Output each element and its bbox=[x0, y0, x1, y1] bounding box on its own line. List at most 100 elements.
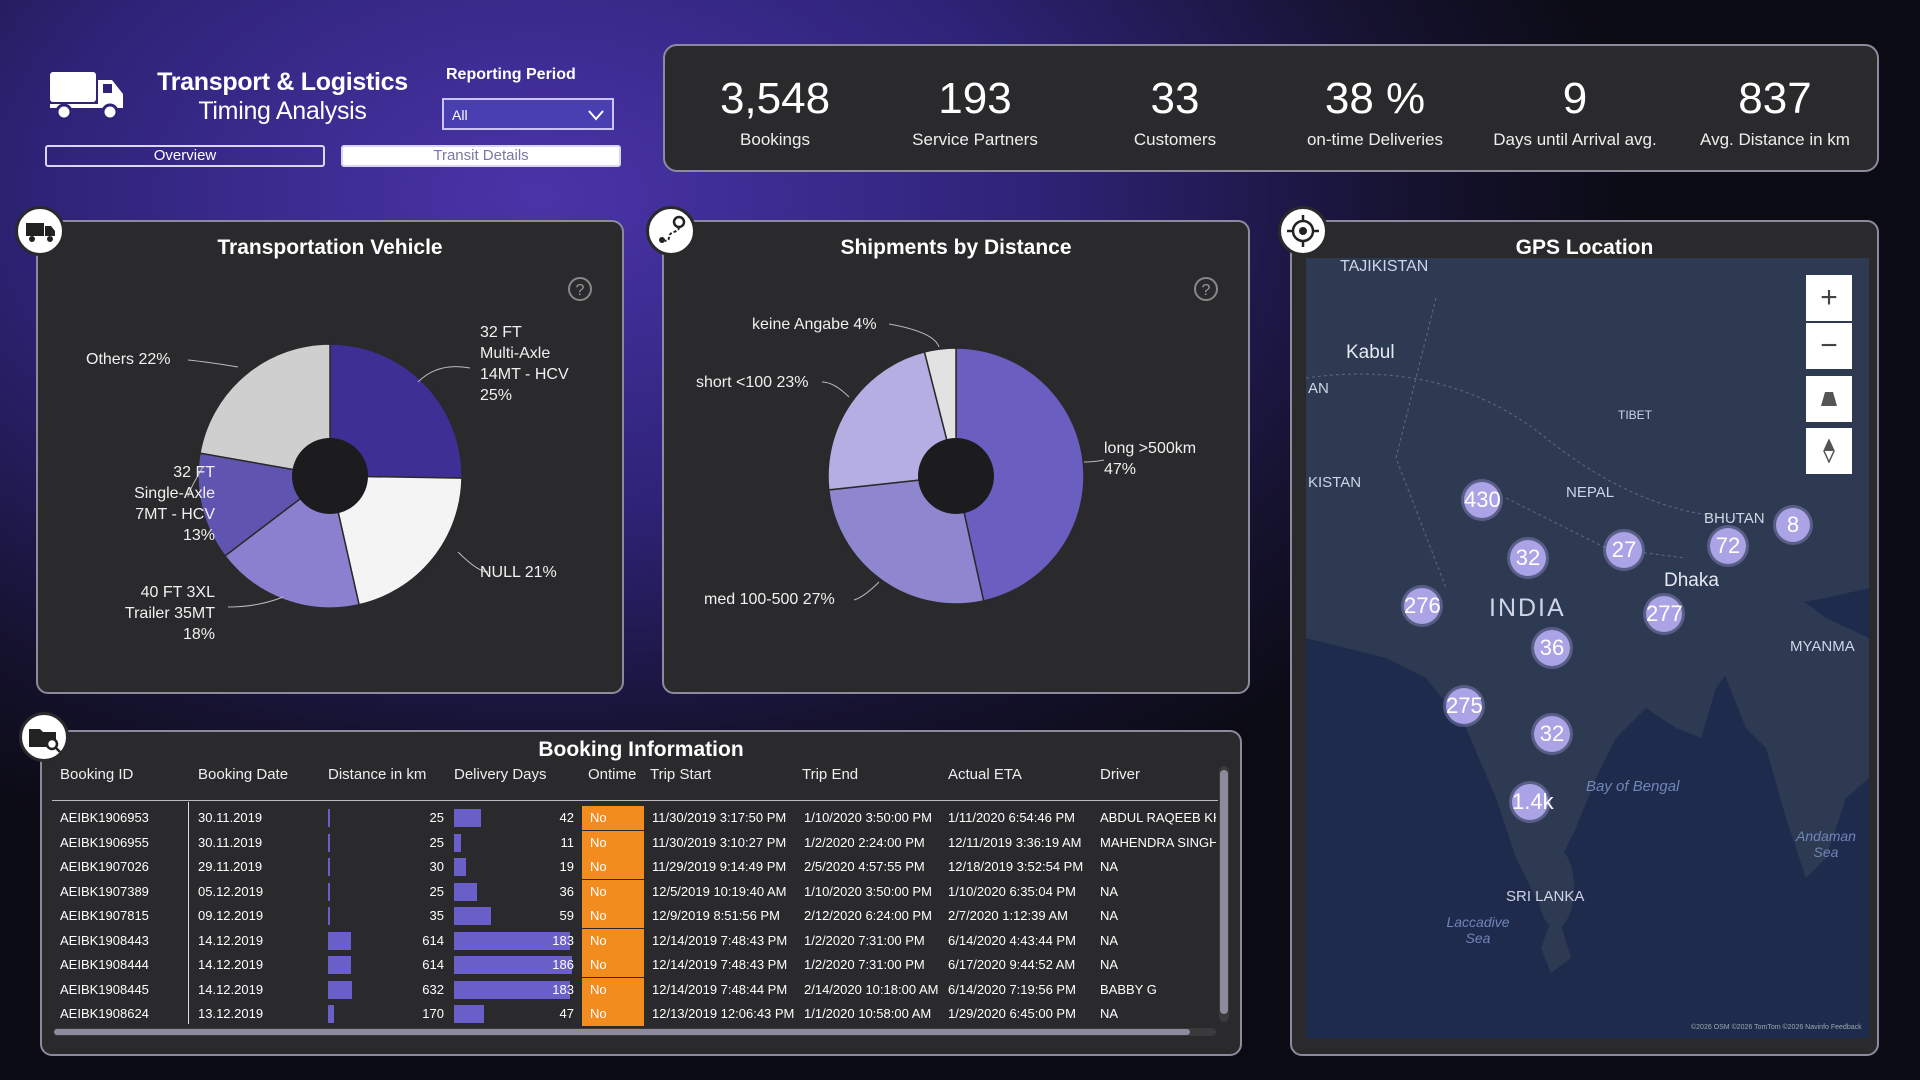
map-cluster[interactable]: 27 bbox=[1606, 532, 1642, 568]
cell: BABBY G bbox=[1100, 981, 1157, 997]
help-icon[interactable]: ? bbox=[568, 277, 592, 301]
delivery-bar bbox=[454, 931, 571, 950]
map-place: INDIA bbox=[1489, 594, 1566, 622]
map-cluster[interactable]: 276 bbox=[1404, 588, 1441, 624]
cell: 2/5/2020 4:57:55 PM bbox=[804, 859, 925, 874]
cell: AEIBK1908624 bbox=[60, 1006, 149, 1021]
map-cluster[interactable]: 430 bbox=[1464, 482, 1501, 518]
tilt-icon[interactable] bbox=[1806, 376, 1852, 422]
map-cluster[interactable]: 275 bbox=[1446, 688, 1483, 724]
column-header[interactable]: Booking Date bbox=[198, 766, 289, 783]
vehicle-badge bbox=[15, 206, 65, 256]
pie-label: 40 FT 3XL Trailer 35MT 18% bbox=[124, 584, 215, 643]
cell: NA bbox=[1100, 1006, 1119, 1021]
kpi-label: Customers bbox=[1133, 130, 1217, 149]
delivery-bar bbox=[454, 809, 481, 827]
vertical-scrollbar[interactable] bbox=[1219, 766, 1229, 1022]
column-header[interactable]: Actual ETA bbox=[948, 766, 1022, 783]
cell: 42 bbox=[559, 810, 574, 825]
pie-slice[interactable] bbox=[827, 351, 957, 491]
table-row[interactable]: No AEIBK1907815 09.12.2019 35 59 12/9/2019 8:… bbox=[52, 904, 1218, 928]
cell: 09.12.2019 bbox=[198, 908, 264, 923]
cell: 1/2/2020 7:31:00 PM bbox=[804, 932, 925, 948]
cell: AEIBK1907389 bbox=[60, 883, 149, 899]
map-cluster[interactable]: 72 bbox=[1710, 528, 1746, 564]
booking-badge bbox=[19, 712, 69, 762]
cell: 30 bbox=[429, 859, 444, 874]
gps-map[interactable]: TAJIKISTAN Kabul AN KISTAN TIBET NEPAL B… bbox=[1306, 258, 1869, 1038]
cell: 2/12/2020 6:24:00 PM bbox=[804, 908, 932, 923]
cell: 36 bbox=[559, 883, 574, 899]
column-header[interactable]: Ontime bbox=[588, 766, 637, 783]
pie-hole bbox=[918, 438, 994, 514]
period-dropdown[interactable]: All bbox=[442, 98, 614, 130]
cell: 12/18/2019 3:52:54 PM bbox=[948, 859, 1084, 874]
pie-slice[interactable] bbox=[199, 343, 331, 477]
ontime-cell: No bbox=[582, 855, 644, 879]
column-header[interactable]: Delivery Days bbox=[454, 766, 547, 783]
cell: 1/29/2020 6:45:00 PM bbox=[948, 1006, 1076, 1021]
truck-icon bbox=[50, 72, 123, 120]
delivery-bar bbox=[454, 858, 467, 876]
ontime-cell: No bbox=[582, 953, 644, 977]
cell: AEIBK1907815 bbox=[60, 908, 149, 923]
map-cluster[interactable]: 36 bbox=[1534, 630, 1570, 666]
column-header[interactable]: Driver bbox=[1100, 766, 1140, 783]
kpi-value: 33 bbox=[1150, 74, 1200, 123]
column-header[interactable]: Distance in km bbox=[328, 766, 427, 783]
cell: AEIBK1906953 bbox=[60, 810, 149, 825]
column-header[interactable]: Trip Start bbox=[650, 766, 712, 783]
map-cluster[interactable]: 1.4k bbox=[1512, 784, 1554, 820]
map-place: Laccadive Sea bbox=[1446, 914, 1510, 946]
cell: 19 bbox=[559, 859, 574, 874]
overview-button[interactable]: Overview bbox=[45, 145, 325, 167]
ontime-cell: No bbox=[582, 830, 644, 855]
horizontal-scrollbar[interactable] bbox=[54, 1028, 1216, 1036]
table-row[interactable]: No AEIBK1907026 29.11.2019 30 19 11/29/2019 9… bbox=[52, 855, 1218, 879]
compass-icon[interactable] bbox=[1806, 428, 1852, 474]
help-icon[interactable]: ? bbox=[1194, 277, 1218, 301]
map-place: BHUTAN bbox=[1704, 510, 1765, 527]
table-row[interactable]: No AEIBK1908624 13.12.2019 170 47 12/13/2019 … bbox=[52, 1002, 1218, 1026]
delivery-bar bbox=[454, 907, 492, 925]
pie-slice[interactable] bbox=[955, 347, 1085, 602]
transit-details-button[interactable]: Transit Details bbox=[341, 145, 621, 167]
table-row[interactable]: No AEIBK1906953 30.11.2019 25 42 11/30/2019 3… bbox=[52, 806, 1218, 830]
zoom-out-icon[interactable]: − bbox=[1806, 323, 1852, 369]
table-row[interactable]: No AEIBK1908445 14.12.2019 632 183 12/14/2019… bbox=[52, 977, 1218, 1002]
map-cluster[interactable]: 277 bbox=[1646, 596, 1683, 632]
pie-slice[interactable] bbox=[329, 475, 463, 606]
cell: 1/2/2020 2:24:00 PM bbox=[804, 834, 925, 850]
kpi-label: Days until Arrival avg. bbox=[1493, 130, 1657, 149]
vehicle-pie-chart bbox=[187, 343, 489, 609]
zoom-in-icon[interactable]: + bbox=[1806, 275, 1852, 321]
distance-pie bbox=[827, 347, 1085, 605]
cell: 6/14/2020 4:43:44 PM bbox=[948, 932, 1076, 948]
map-place: TIBET bbox=[1618, 408, 1653, 422]
map-place: Andaman Sea bbox=[1796, 828, 1856, 860]
table-row[interactable]: No AEIBK1908444 14.12.2019 614 186 12/14/2019… bbox=[52, 953, 1218, 977]
cell: 35 bbox=[429, 908, 444, 923]
table-row[interactable]: No AEIBK1908443 14.12.2019 614 183 12/14/2019… bbox=[52, 928, 1218, 953]
gps-badge bbox=[1278, 206, 1328, 256]
kpi-value: 9 bbox=[1562, 74, 1588, 123]
map-place: KISTAN bbox=[1308, 474, 1362, 491]
map-cluster[interactable]: 32 bbox=[1534, 716, 1570, 752]
delivery-bar bbox=[454, 956, 572, 974]
app-title: Transport & Logistics Timing Analysis bbox=[150, 68, 415, 126]
map-cluster[interactable]: 8 bbox=[1776, 508, 1810, 542]
map-cluster[interactable]: 32 bbox=[1510, 540, 1546, 576]
scrollbar-thumb[interactable] bbox=[1220, 770, 1228, 1014]
cell: 30.11.2019 bbox=[198, 810, 263, 825]
cell: 632 bbox=[422, 981, 444, 997]
column-header[interactable]: Trip End bbox=[802, 766, 859, 783]
distance-bar bbox=[328, 858, 330, 876]
column-header[interactable]: Booking ID bbox=[60, 766, 134, 783]
table-row[interactable]: No AEIBK1906955 30.11.2019 25 11 11/30/2019 3… bbox=[52, 830, 1218, 855]
table-row[interactable]: No AEIBK1907389 05.12.2019 25 36 12/5/2019 10… bbox=[52, 879, 1218, 904]
cell: 12/9/2019 8:51:56 PM bbox=[652, 908, 780, 923]
pie-slice[interactable] bbox=[329, 343, 463, 479]
scrollbar-thumb[interactable] bbox=[54, 1029, 1190, 1035]
vehicle-panel: Transportation Vehicle ? 32 FT Multi-Axle… bbox=[36, 220, 624, 694]
map-attribution: ©2026 OSM ©2026 TomTom ©2026 Navinfo Fee… bbox=[1691, 1024, 1862, 1031]
